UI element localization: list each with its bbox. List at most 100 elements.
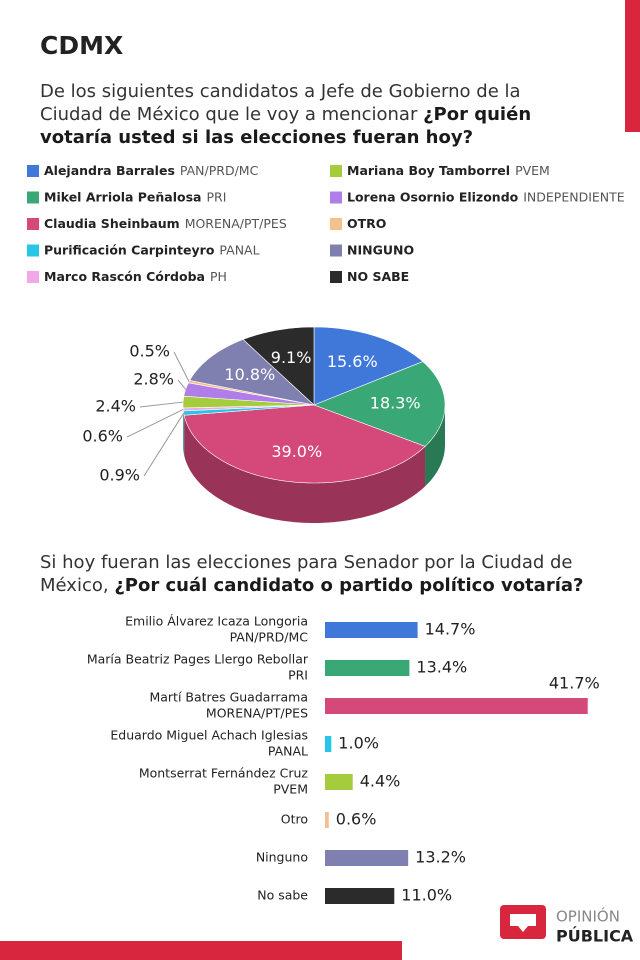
value-label: 11.0% [401, 886, 452, 905]
slice [313, 361, 446, 447]
legend-swatch [330, 218, 342, 230]
slice-label: 0.5% [129, 342, 170, 361]
leader-line [126, 408, 184, 438]
legend-name: NINGUNO [347, 242, 414, 257]
legend-party: PH [210, 269, 227, 284]
legend-entry: Purificación Carpinteyro PANAL [44, 242, 260, 257]
legend-entry: OTRO [347, 216, 386, 231]
slice-label: 39.0% [271, 442, 322, 461]
value-label: 0.6% [336, 810, 377, 829]
slice-label: 0.6% [82, 427, 123, 446]
legend-swatch [27, 271, 39, 283]
slice [183, 404, 426, 484]
bar-label: No sabe [257, 888, 308, 903]
legend-party: PAN/PRD/MC [180, 163, 259, 178]
legend-name: Mariana Boy Tamborrel [347, 163, 510, 178]
bar [325, 888, 395, 904]
legend-name: OTRO [347, 216, 386, 231]
slice [242, 326, 315, 406]
legend-name: Mikel Arriola Peñalosa [44, 189, 201, 204]
legend-swatch [27, 191, 39, 204]
legend-swatch [330, 165, 342, 177]
leader-line [173, 351, 190, 382]
value-label: 13.2% [415, 848, 466, 867]
logo-bottom: PÚBLICA [556, 927, 634, 946]
bar [325, 698, 588, 714]
legend-swatch [27, 218, 39, 230]
legend-entry: NO SABE [347, 269, 409, 284]
legend-entry: Alejandra Barrales PAN/PRD/MC [44, 163, 259, 178]
slice-label: 18.3% [370, 394, 421, 413]
pie [182, 326, 446, 523]
value-label: 13.4% [416, 658, 467, 677]
legend-party: MORENA/PT/PES [185, 216, 287, 231]
question-emphasis: ¿Por quién votaría usted si las eleccion… [40, 104, 532, 148]
value-label: 4.4% [360, 772, 401, 791]
bar-label: Ninguno [256, 850, 308, 865]
legend-name: Purificación Carpinteyro [44, 242, 215, 257]
bar [325, 812, 329, 828]
bar-party: PAN/PRD/MC [230, 630, 309, 645]
value-label: 1.0% [338, 734, 379, 753]
slice-label: 2.8% [133, 370, 174, 389]
leader-line [143, 412, 185, 477]
legend-party: PVEM [515, 163, 550, 178]
slice-label: 10.8% [224, 365, 275, 384]
bar [325, 774, 353, 790]
slice-label: 2.4% [95, 397, 136, 416]
accent-bar [625, 0, 640, 132]
bar [325, 660, 410, 676]
question-text: Si hoy fueran las elecciones para Senado… [40, 552, 573, 596]
slice-side [184, 415, 426, 523]
legend-entry: Mariana Boy Tamborrel PVEM [347, 163, 550, 178]
bar [325, 850, 409, 866]
logo-bubble [510, 914, 536, 932]
legend-name: Lorena Osornio Elizondo [347, 189, 519, 204]
legend-name: Marco Rascón Córdoba [44, 269, 205, 284]
legend-name: Alejandra Barrales [44, 163, 175, 178]
value-label: 41.7% [549, 674, 600, 693]
bar-label: María Beatriz Pages Llergo Rebollar [87, 652, 309, 667]
bar [325, 736, 332, 752]
leader-line [177, 379, 187, 390]
legend-swatch [330, 191, 342, 204]
logo: OPINIÓN PÚBLICA [500, 905, 634, 946]
legend-entry: Marco Rascón Córdoba PH [44, 269, 227, 284]
bar-label: Otro [281, 812, 308, 827]
legend-party: INDEPENDIENTE [523, 189, 625, 204]
accent-bar [0, 941, 402, 960]
legend-entry: Claudia Sheinbaum MORENA/PT/PES [44, 216, 287, 231]
bar-label: Emilio Álvarez Icaza Longoria [125, 614, 308, 629]
bar-party: PANAL [268, 744, 308, 759]
slice-label: 9.1% [271, 348, 312, 367]
legend-name: NO SABE [347, 269, 409, 284]
bar-label: Martí Batres Guadarrama [149, 690, 308, 705]
value-label: 14.7% [425, 620, 476, 639]
legend-name: Claudia Sheinbaum [44, 216, 180, 231]
slice-label: 0.9% [99, 466, 140, 485]
legend-swatch [27, 244, 39, 257]
bar-party: PVEM [273, 782, 308, 797]
legend-party: PRI [206, 189, 226, 204]
legend-swatch [27, 165, 39, 177]
legend-swatch [330, 244, 342, 257]
legend-swatch [330, 271, 342, 283]
question-1: De los siguientes candidatos a Jefe de G… [40, 80, 560, 149]
question-text: De los siguientes candidatos a Jefe de G… [40, 81, 521, 125]
bar-party: PRI [288, 668, 308, 683]
leader-line [139, 401, 184, 408]
legend-entry: Mikel Arriola Peñalosa PRI [44, 189, 226, 204]
question-emphasis: ¿Por cuál candidato o partido político v… [114, 575, 584, 596]
slice-side [425, 405, 445, 487]
slice [189, 339, 315, 406]
question-2: Si hoy fueran las elecciones para Senado… [40, 551, 620, 597]
legend-entry: Lorena Osornio Elizondo INDEPENDIENTE [347, 189, 625, 204]
bar-label: Montserrat Fernández Cruz [139, 766, 309, 781]
slice-label: 15.6% [327, 352, 378, 371]
bar [325, 622, 418, 638]
title: CDMX [40, 31, 123, 60]
bar-party: MORENA/PT/PES [206, 706, 308, 721]
slice [313, 326, 424, 406]
